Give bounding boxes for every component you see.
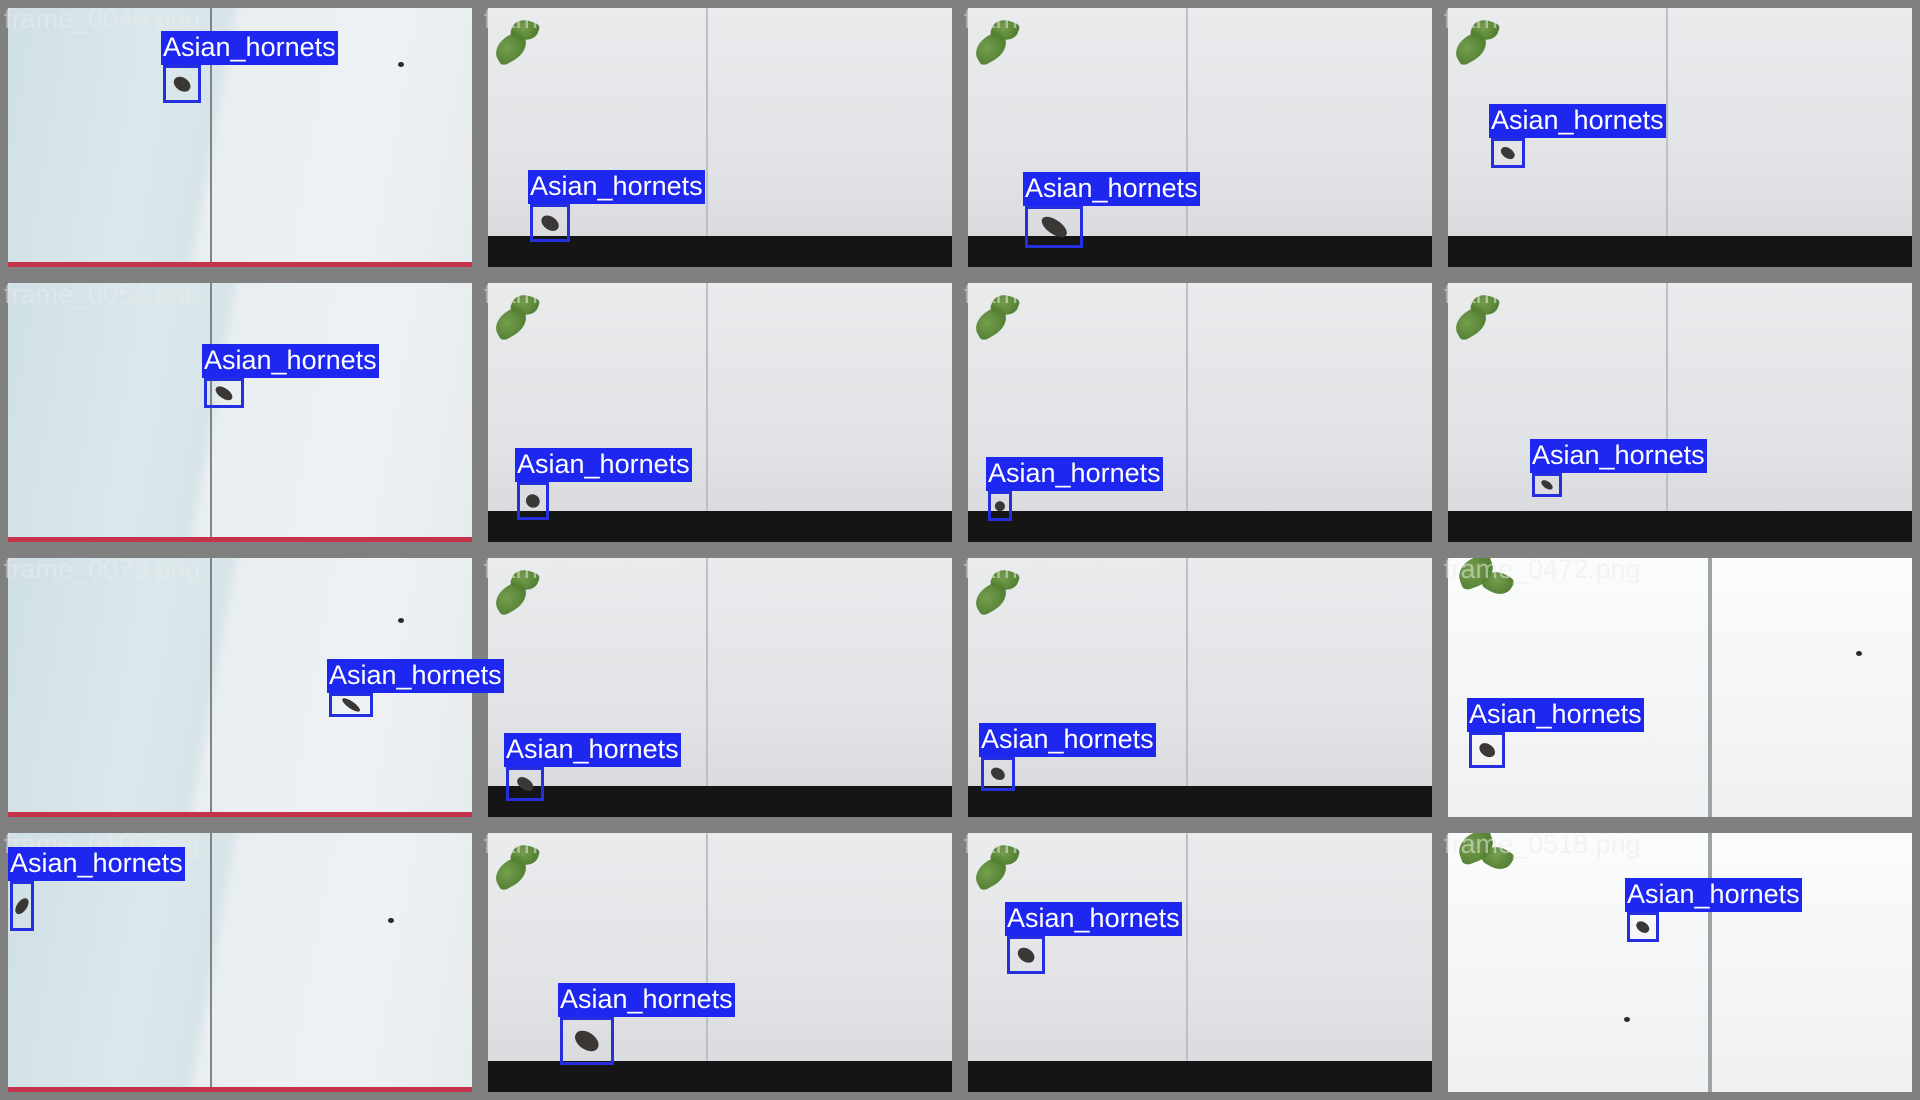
hornet-image [988, 765, 1007, 783]
detection-label: Asian_hornets [1467, 698, 1644, 732]
detection-label: Asian_hornets [161, 31, 338, 65]
frame-image [488, 833, 952, 1092]
image-tile: frame_0307.png Asian_hornets [480, 550, 960, 825]
hornet-image [1540, 478, 1555, 491]
detection-box [530, 204, 570, 242]
image-tile: frame_0107.png Asian_hornets [0, 825, 480, 1100]
detection-box [1627, 912, 1659, 942]
hornet-image [1015, 945, 1037, 966]
detection-label: Asian_hornets [986, 457, 1163, 491]
hornet-image [1634, 919, 1651, 935]
frame-image [488, 283, 952, 542]
frame-filename: frame_0046.png [4, 4, 201, 34]
image-tile: frame_0440.png Asian_hornets [1440, 275, 1920, 550]
detection-box [329, 693, 373, 717]
image-tile: frame_0352.png Asian_hornets [480, 825, 960, 1100]
frame-filename: frame_0073.png [4, 554, 201, 584]
detection-label: Asian_hornets [1625, 878, 1802, 912]
hornet-image [523, 492, 542, 511]
image-tile: frame_0518.png Asian_hornets [1440, 825, 1920, 1100]
frame-image [1448, 833, 1912, 1092]
detection-label: Asian_hornets [8, 847, 185, 881]
image-tile: frame_0399.png Asian_hornets [960, 550, 1440, 825]
detection-label: Asian_hornets [515, 448, 692, 482]
detection-box [10, 881, 34, 931]
detection-label: Asian_hornets [327, 659, 504, 693]
frame-image [8, 283, 472, 542]
detection-box [1025, 206, 1083, 248]
frame-filename: frame_0399.png [964, 554, 1161, 584]
frame-image [1448, 283, 1912, 542]
detection-box [981, 757, 1015, 791]
detection-box [1491, 138, 1525, 168]
frame-filename: frame_0285.png [484, 279, 681, 309]
detection-box [1469, 732, 1505, 768]
detection-box [517, 482, 549, 520]
detection-box [560, 1017, 614, 1065]
detection-label: Asian_hornets [1489, 104, 1666, 138]
frame-filename: frame_0440.png [1444, 279, 1641, 309]
image-tile: frame_0433.png Asian_hornets [1440, 0, 1920, 275]
frame-filename: frame_0472.png [1444, 554, 1641, 584]
frame-filename: frame_0355.png [964, 4, 1161, 34]
image-tile: frame_0355.png Asian_hornets [960, 0, 1440, 275]
detection-label: Asian_hornets [504, 733, 681, 767]
frame-filename: frame_0352.png [484, 829, 681, 859]
hornet-image [539, 212, 562, 233]
detection-label: Asian_hornets [202, 344, 379, 378]
detection-label: Asian_hornets [979, 723, 1156, 757]
detection-box [988, 491, 1012, 521]
frame-filename: frame_0054.png [4, 279, 201, 309]
hornet-image [171, 74, 193, 95]
hornet-image [1477, 740, 1497, 759]
detection-label: Asian_hornets [1023, 172, 1200, 206]
image-tile: frame_0472.png Asian_hornets [1440, 550, 1920, 825]
hornet-image [1038, 213, 1070, 241]
detection-label: Asian_hornets [1005, 902, 1182, 936]
frame-filename: frame_0518.png [1444, 829, 1641, 859]
detection-box [163, 65, 201, 103]
image-tile: frame_0285.png Asian_hornets [480, 275, 960, 550]
frame-filename: frame_0307.png [484, 554, 681, 584]
detection-box [204, 378, 244, 408]
detection-label: Asian_hornets [558, 983, 735, 1017]
frame-image [488, 558, 952, 817]
detection-label: Asian_hornets [1530, 439, 1707, 473]
frame-image [1448, 558, 1912, 817]
hornet-image [993, 499, 1007, 513]
hornet-image [1499, 145, 1517, 162]
frame-image [968, 283, 1432, 542]
hornet-image [340, 696, 361, 714]
image-tile: frame_0418.png Asian_hornets [960, 825, 1440, 1100]
detection-box [1007, 936, 1045, 974]
image-tile: frame_0054.png Asian_hornets [0, 275, 480, 550]
frame-image [968, 558, 1432, 817]
frame-filename: frame_0272.png [484, 4, 681, 34]
hornet-image [571, 1027, 602, 1056]
frame-filename: frame_0378.png [964, 279, 1161, 309]
frame-filename: frame_0433.png [1444, 4, 1641, 34]
hornet-image [13, 896, 31, 916]
hornet-image [515, 774, 536, 793]
image-tile: frame_0073.png Asian_hornets [0, 550, 480, 825]
image-tile: frame_0046.png Asian_hornets [0, 0, 480, 275]
hornet-image [214, 384, 235, 403]
detection-box [1532, 473, 1562, 497]
detection-box [506, 767, 544, 801]
detection-label: Asian_hornets [528, 170, 705, 204]
image-tile: frame_0378.png Asian_hornets [960, 275, 1440, 550]
frame-filename: frame_0418.png [964, 829, 1161, 859]
image-tile: frame_0272.png Asian_hornets [480, 0, 960, 275]
